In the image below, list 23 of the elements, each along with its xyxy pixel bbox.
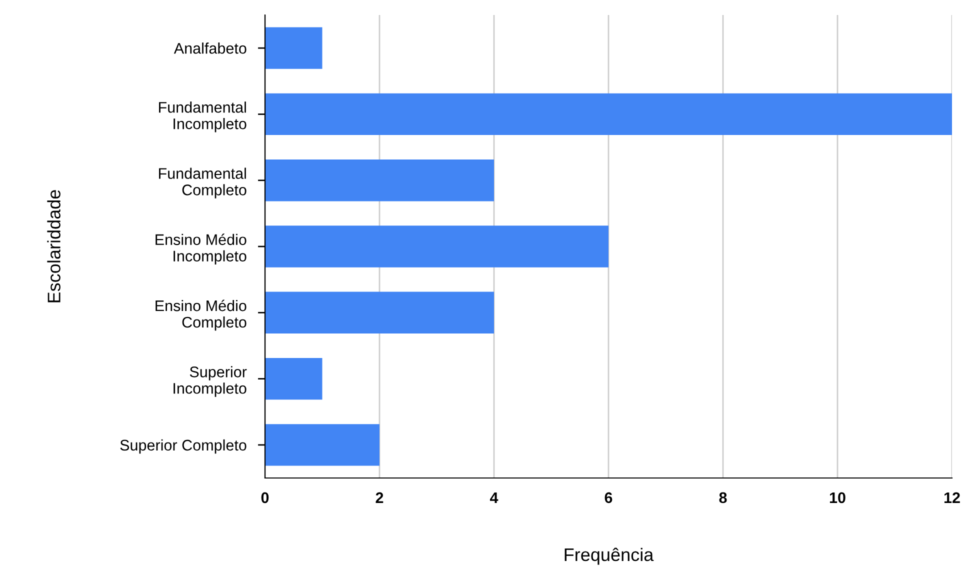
bar — [265, 160, 494, 202]
x-tick-label: 0 — [261, 492, 269, 504]
y-axis-title: Escolariddade — [47, 190, 60, 302]
x-tick-label: 6 — [604, 492, 612, 504]
bar — [265, 226, 608, 268]
y-tick-label: Superior Completo — [120, 439, 246, 454]
y-tick-label: Analfabeto — [174, 42, 246, 54]
bar — [265, 358, 322, 400]
y-tick-label: Fundamental Incompleto — [159, 102, 246, 132]
bar — [265, 424, 380, 466]
bar — [265, 93, 952, 136]
x-tick-label: 10 — [830, 492, 846, 504]
x-tick-label: 4 — [490, 492, 498, 503]
y-tick-label: Fundamental Completo — [159, 168, 246, 198]
y-tick-label: Ensino Médio Completo — [156, 300, 246, 331]
x-tick-label: 8 — [719, 492, 727, 504]
bar — [265, 292, 494, 334]
x-axis-title: Frequência — [564, 548, 654, 565]
y-tick-label: Ensino Médio Incompleto — [156, 234, 246, 265]
y-tick-label: Superior Incompleto — [174, 366, 247, 397]
x-tick-label: 2 — [376, 492, 384, 503]
x-tick-label: 12 — [944, 492, 960, 503]
bar — [265, 27, 322, 69]
